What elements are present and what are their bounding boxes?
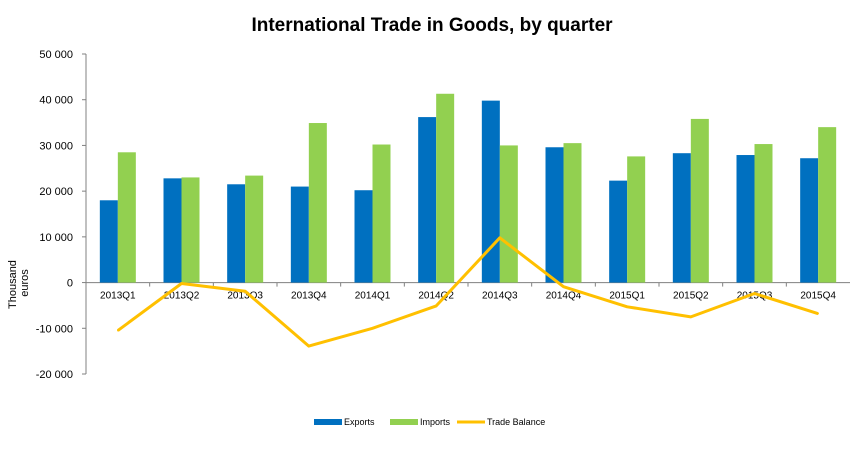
x-tick-label: 2014Q2 (418, 291, 454, 302)
trade-balance-point (499, 236, 501, 239)
exports-bar (290, 186, 309, 283)
y-tick-label: 50 000 (39, 49, 73, 61)
y-tick-label: 20 000 (39, 186, 73, 198)
x-tick-label: 2014Q3 (482, 291, 518, 302)
y-tick-label: 10 000 (39, 232, 73, 244)
imports-bar (372, 144, 391, 283)
imports-bar (754, 144, 773, 283)
y-axis-label-line-1: Thousand (7, 260, 19, 309)
exports-bar (736, 155, 755, 283)
exports-bar (354, 190, 373, 283)
imports-bar (499, 145, 518, 283)
trade-balance-point (308, 345, 310, 347)
exports-bar (418, 117, 437, 283)
trade-balance-point (435, 305, 437, 307)
trade-balance-point (626, 306, 628, 308)
trade-balance-point (180, 282, 183, 285)
exports-bar (481, 100, 500, 283)
legend: Exports Imports Trade Balance (314, 417, 545, 427)
x-tick-label: 2013Q1 (100, 291, 136, 302)
y-tick-label: -20 000 (36, 369, 73, 381)
x-axis-ticks: 2013Q1 2013Q2 2013Q3 2013Q4 2014Q1 2014Q2 2014… (100, 291, 836, 302)
x-tick-label: 2015Q2 (673, 291, 709, 302)
imports-bar (308, 123, 327, 283)
x-tick-label: 2015Q1 (609, 291, 645, 302)
imports-bar (690, 118, 709, 283)
exports-bar (609, 180, 628, 283)
y-tick-label: -10 000 (36, 323, 73, 335)
y-axis-label-line-2: euros (19, 269, 31, 297)
imports-bar (436, 93, 455, 283)
trade-balance-line (116, 236, 819, 348)
x-tick-label: 2014Q4 (546, 291, 582, 302)
trade-balance-point (371, 327, 374, 330)
imports-bar (563, 143, 582, 283)
legend-exports-swatch (314, 419, 342, 425)
trade-balance-point (690, 316, 692, 318)
imports-bar (181, 177, 200, 283)
legend-imports-label: Imports (420, 417, 451, 427)
x-tick-label: 2014Q1 (355, 291, 391, 302)
x-tick-label: 2013Q3 (227, 291, 263, 302)
y-axis-ticks: 50 000 40 000 30 000 20 000 10 000 0 -10 000 -2… (36, 49, 73, 381)
x-tick-label: 2015Q4 (800, 291, 836, 302)
imports-bar (117, 152, 136, 283)
axes (82, 53, 850, 375)
legend-trade-balance-label: Trade Balance (487, 417, 545, 427)
x-tick-label: 2013Q2 (164, 291, 200, 302)
trade-balance-point (244, 290, 246, 293)
imports-bar (627, 156, 646, 283)
legend-exports-label: Exports (344, 417, 375, 427)
imports-bar (245, 175, 264, 283)
exports-bar (163, 178, 182, 283)
trade-balance-point (817, 312, 819, 315)
exports-bar (672, 153, 691, 283)
trade-balance-point (753, 292, 756, 295)
trade-balance-point (117, 329, 119, 332)
trade-balance-layer (116, 236, 819, 348)
y-tick-label: 0 (67, 278, 73, 290)
trade-balance-point (562, 285, 565, 288)
x-tick-label: 2013Q4 (291, 291, 327, 302)
exports-bar (545, 147, 564, 283)
x-tick-label: 2015Q3 (737, 291, 773, 302)
chart-title: International Trade in Goods, by quarter (251, 15, 613, 36)
legend-imports-swatch (390, 419, 418, 425)
bars (99, 93, 837, 283)
y-tick-label: 30 000 (39, 140, 73, 152)
y-axis-label: Thousand euros (7, 257, 31, 309)
y-tick-label: 40 000 (39, 95, 73, 107)
exports-bar (227, 184, 246, 283)
exports-bar (99, 200, 118, 283)
exports-bar (800, 158, 819, 283)
imports-bar (818, 127, 837, 283)
